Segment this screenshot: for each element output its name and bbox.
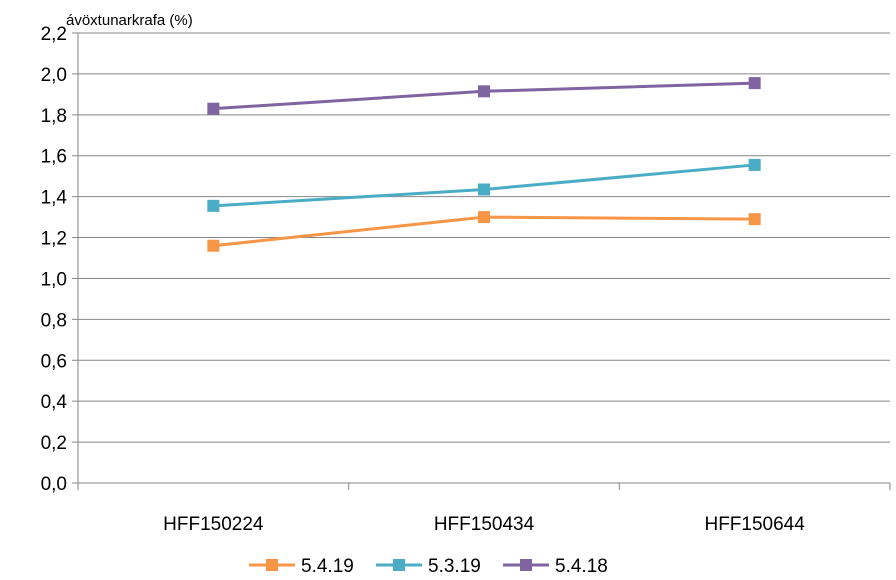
data-point — [748, 158, 761, 171]
y-axis-label: ávöxtunarkrafa (%) — [66, 12, 193, 29]
y-tick-label: 1,2 — [41, 229, 67, 250]
y-tick-label: 1,0 — [41, 269, 67, 290]
legend-label: 5.3.19 — [428, 556, 481, 577]
series-group — [207, 77, 761, 252]
data-point — [207, 102, 220, 115]
legend-label: 5.4.18 — [555, 556, 608, 577]
legend-marker — [266, 559, 278, 571]
data-point — [478, 85, 490, 98]
y-tick-label: 2,0 — [41, 65, 67, 86]
axes — [72, 32, 891, 490]
y-tick-label: 1,8 — [41, 106, 67, 127]
x-tick-label: HFF150224 — [163, 514, 264, 535]
y-tick-labels: 0,0 0,2 0,4 0,6 0,8 1,0 1,2 1,4 1,6 1,8 2,0 2,2 — [41, 24, 68, 495]
gridlines — [78, 32, 890, 484]
y-tick-label: 1,6 — [41, 147, 67, 168]
legend-marker — [520, 559, 532, 571]
data-point — [478, 183, 490, 196]
y-tick-label: 0,2 — [41, 433, 67, 454]
data-point — [478, 211, 490, 224]
y-tick-label: 0,4 — [41, 392, 68, 413]
data-point — [207, 199, 220, 212]
y-tick-label: 0,6 — [41, 351, 67, 372]
x-tick-labels: HFF150224 HFF150434 HFF150644 — [163, 514, 805, 535]
x-tick-label: HFF150434 — [434, 514, 535, 535]
y-tick-label: 1,4 — [41, 188, 68, 209]
y-tick-label: 0,0 — [41, 474, 67, 495]
legend-marker — [393, 559, 405, 571]
data-point — [748, 213, 761, 226]
y-tick-label: 0,8 — [41, 310, 67, 331]
data-point — [207, 239, 220, 252]
data-point — [748, 77, 761, 90]
legend: 5.4.19 5.3.19 5.4.18 — [249, 556, 608, 577]
x-tick-label: HFF150644 — [704, 514, 805, 535]
y-tick-label: 2,2 — [41, 24, 67, 45]
legend-label: 5.4.19 — [301, 556, 354, 577]
